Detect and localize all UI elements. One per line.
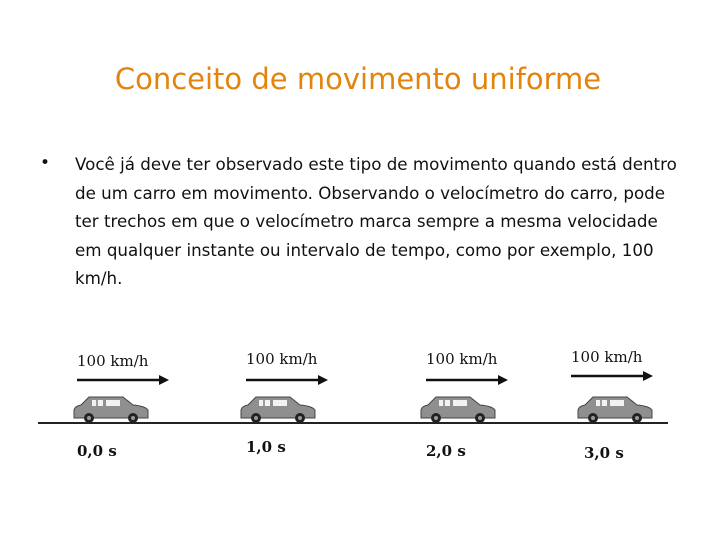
time-label: 2,0 s bbox=[426, 442, 466, 460]
speed-label: 100 km/h bbox=[426, 350, 498, 368]
motion-stage-1: 100 km/h 1,0 s bbox=[240, 344, 366, 474]
arrow-right-icon bbox=[426, 375, 508, 385]
bullet-text: Você já deve ter observado este tipo de … bbox=[75, 154, 677, 288]
time-label: 0,0 s bbox=[77, 442, 117, 460]
car-icon bbox=[240, 396, 316, 423]
time-label: 3,0 s bbox=[584, 444, 624, 462]
motion-stage-3: 100 km/h 3,0 s bbox=[571, 344, 691, 474]
road-line bbox=[38, 422, 668, 424]
car-icon bbox=[577, 396, 653, 423]
arrow-right-icon bbox=[571, 371, 653, 381]
car-icon bbox=[73, 396, 149, 423]
speed-label: 100 km/h bbox=[571, 348, 643, 366]
motion-stage-2: 100 km/h 2,0 s bbox=[420, 344, 546, 474]
time-label: 1,0 s bbox=[246, 438, 286, 456]
slide-title: Conceito de movimento uniforme bbox=[114, 62, 602, 96]
speed-label: 100 km/h bbox=[77, 352, 149, 370]
car-icon bbox=[420, 396, 496, 423]
arrow-right-icon bbox=[246, 375, 328, 385]
speed-label: 100 km/h bbox=[246, 350, 318, 368]
bullet-marker: • bbox=[40, 153, 51, 173]
motion-stage-0: 100 km/h 0,0 s bbox=[73, 344, 197, 474]
arrow-right-icon bbox=[77, 375, 169, 385]
